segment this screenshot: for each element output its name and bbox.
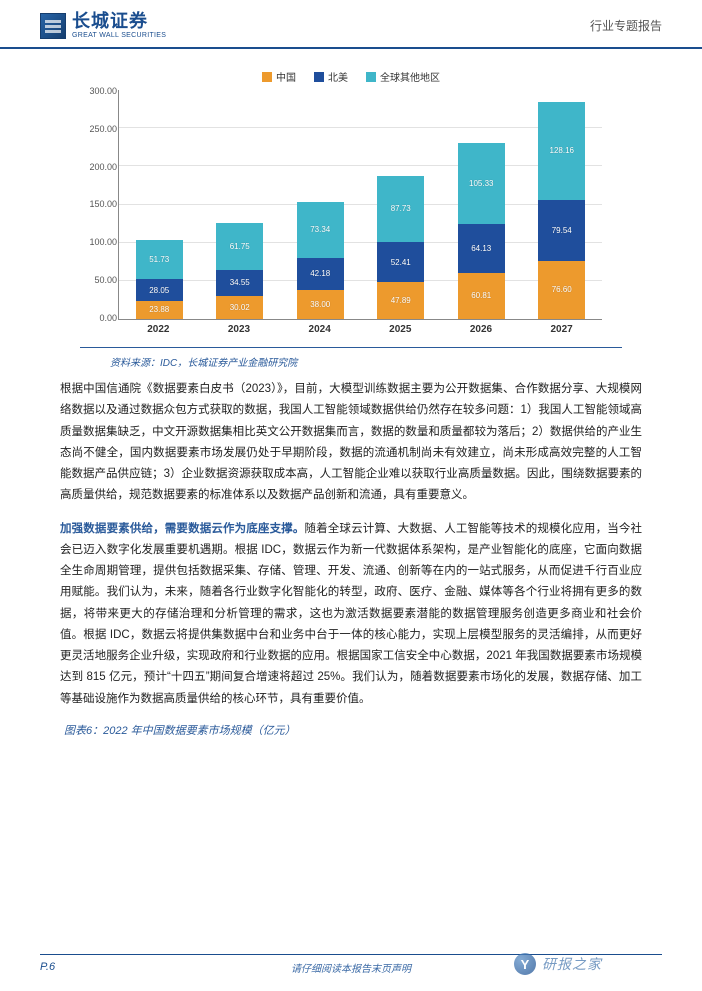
stacked-bar-chart: 300.00250.00200.00150.00100.0050.000.00 … [118, 90, 602, 320]
y-tick: 250.00 [89, 124, 117, 134]
figure-6-title: 图表6：2022 年中国数据要素市场规模（亿元） [60, 722, 642, 738]
legend-label: 北美 [328, 69, 348, 84]
watermark: Y 研报之家 [514, 953, 602, 975]
bar-value: 47.89 [391, 296, 411, 305]
bar-segment: 30.02 [216, 296, 263, 319]
legend-swatch [366, 72, 376, 82]
bar-value: 128.16 [550, 146, 574, 155]
legend-label: 中国 [276, 69, 296, 84]
chart-block: 中国北美全球其他地区 300.00250.00200.00150.00100.0… [60, 59, 642, 339]
bar-segment: 51.73 [136, 240, 183, 279]
bar-segment: 61.75 [216, 223, 263, 270]
bar-column: 87.73 52.41 47.89 [367, 90, 435, 319]
bar-column: 73.34 42.18 38.00 [286, 90, 354, 319]
x-tick: 2026 [447, 324, 515, 335]
chart-legend: 中国 北美 全球其他地区 [90, 69, 612, 84]
y-tick: 100.00 [89, 237, 117, 247]
logo-cn: 长城证券 [72, 12, 166, 30]
y-axis-labels: 300.00 250.00 200.00 150.00 100.00 50.00 0.00 [91, 86, 117, 323]
bar-segment: 76.60 [538, 261, 585, 319]
bar-segment: 60.81 [458, 273, 505, 319]
legend-label: 全球其他地区 [380, 69, 440, 84]
bar-value: 34.55 [230, 278, 250, 287]
para2-lead: 加强数据要素供给，需要数据云作为底座支撑。 [60, 523, 305, 535]
bar-value: 30.02 [230, 303, 250, 312]
legend-item: 全球其他地区 [366, 69, 440, 84]
bar-segment: 87.73 [377, 176, 424, 243]
x-tick: 2022 [124, 324, 192, 335]
bar-segment: 64.13 [458, 224, 505, 273]
bar-value: 76.60 [552, 285, 572, 294]
bar-container: 51.73 28.05 23.88 61.75 34.55 30.02 73.34 42.18… [119, 90, 602, 319]
chart-source: 资料来源：IDC，长城证券产业金融研究院 [80, 347, 622, 379]
bar-value: 51.73 [149, 255, 169, 264]
watermark-icon: Y [514, 953, 536, 975]
x-axis-labels: 2022 2023 2024 2025 2026 2027 [118, 320, 602, 335]
bar-value: 38.00 [310, 300, 330, 309]
paragraph-1: 根据中国信通院《数据要素白皮书（2023）》，目前，大模型训练数据主要为公开数据… [60, 379, 642, 507]
logo-icon [40, 13, 66, 39]
bar-value: 87.73 [391, 204, 411, 213]
para2-rest: 随着全球云计算、大数据、人工智能等技术的规模化应用，当今社会已迈入数字化发展重要… [60, 523, 642, 705]
watermark-text: 研报之家 [542, 954, 602, 974]
x-tick: 2027 [528, 324, 596, 335]
bar-value: 64.13 [471, 244, 491, 253]
y-tick: 150.00 [89, 199, 117, 209]
bar-segment: 47.89 [377, 282, 424, 319]
bar-segment: 105.33 [458, 143, 505, 223]
bar-segment: 34.55 [216, 270, 263, 296]
logo-en: GREAT WALL SECURITIES [72, 32, 166, 39]
bar-segment: 42.18 [297, 258, 344, 290]
bar-value: 28.05 [149, 286, 169, 295]
bar-segment: 73.34 [297, 202, 344, 258]
legend-item: 中国 [262, 69, 296, 84]
x-tick: 2024 [286, 324, 354, 335]
bar-value: 79.54 [552, 226, 572, 235]
doc-type: 行业专题报告 [590, 17, 662, 34]
logo-block: 长城证券 GREAT WALL SECURITIES [40, 12, 166, 39]
bar-column: 51.73 28.05 23.88 [125, 90, 193, 319]
bar-column: 61.75 34.55 30.02 [206, 90, 274, 319]
bar-value: 61.75 [230, 242, 250, 251]
bar-value: 52.41 [391, 258, 411, 267]
legend-swatch [314, 72, 324, 82]
bar-value: 60.81 [471, 291, 491, 300]
bar-value: 42.18 [310, 269, 330, 278]
y-tick: 0.00 [99, 313, 117, 323]
page-header: 长城证券 GREAT WALL SECURITIES 行业专题报告 [0, 0, 702, 49]
y-tick: 200.00 [89, 162, 117, 172]
legend-item: 北美 [314, 69, 348, 84]
legend-swatch [262, 72, 272, 82]
bar-value: 23.88 [149, 305, 169, 314]
bar-segment: 79.54 [538, 200, 585, 261]
bar-value: 73.34 [310, 225, 330, 234]
bar-column: 105.33 64.13 60.81 [447, 90, 515, 319]
bar-segment: 38.00 [297, 290, 344, 319]
bar-column: 128.16 79.54 76.60 [528, 90, 596, 319]
bar-segment: 23.88 [136, 301, 183, 319]
paragraph-2: 加强数据要素供给，需要数据云作为底座支撑。随着全球云计算、大数据、人工智能等技术… [60, 519, 642, 710]
page-footer: P.6 请仔细阅读本报告末页声明 Y 研报之家 [40, 954, 662, 973]
bar-value: 105.33 [469, 179, 493, 188]
bar-segment: 128.16 [538, 102, 585, 200]
y-tick: 50.00 [94, 275, 117, 285]
x-tick: 2023 [205, 324, 273, 335]
x-tick: 2025 [366, 324, 434, 335]
y-tick: 300.00 [89, 86, 117, 96]
bar-segment: 28.05 [136, 279, 183, 300]
bar-segment: 52.41 [377, 242, 424, 282]
